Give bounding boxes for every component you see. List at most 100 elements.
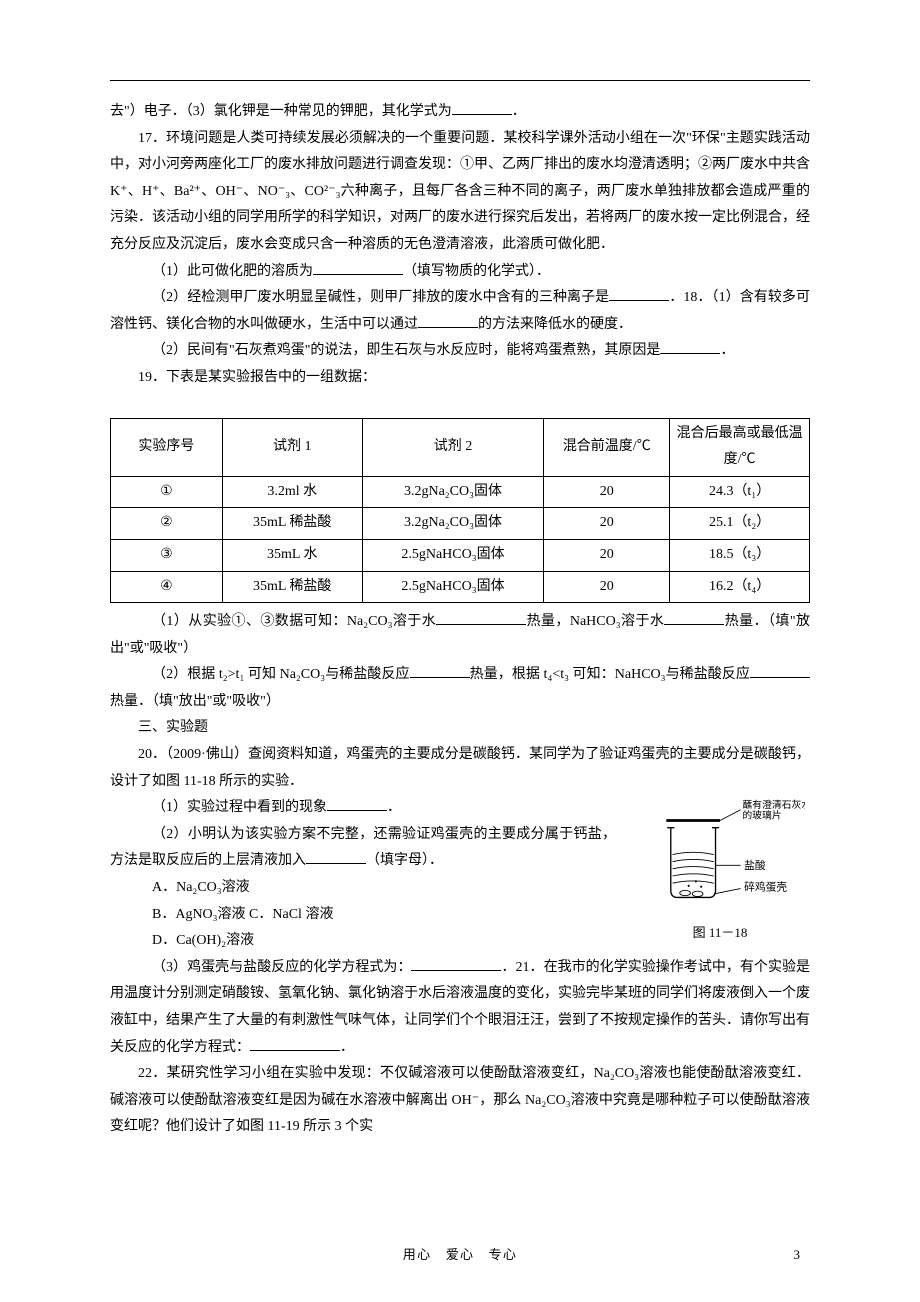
table-cell: 25.1（t₂） xyxy=(670,508,810,540)
liquid-line-2 xyxy=(673,860,714,862)
para-20-3: （3）鸡蛋壳与盐酸反应的化学方程式为：．21．在我市的化学实验操作考试中，有个实… xyxy=(110,955,810,1061)
label-glass-1: 蘸有澄清石灰水 xyxy=(742,799,805,811)
table-cell: 20 xyxy=(544,539,670,571)
blank xyxy=(750,663,810,678)
liquid-line-1 xyxy=(673,853,714,855)
blank xyxy=(250,1036,340,1051)
blank xyxy=(436,610,526,625)
para-20: 20．（2009·佛山）查阅资料知道，鸡蛋壳的主要成分是碳酸钙．某同学为了验证鸡… xyxy=(110,742,810,795)
para-16-cont: 去"）电子．（3）氯化钾是一种常见的钾肥，其化学式为． xyxy=(110,99,810,126)
text: （填写物质的化学式）． xyxy=(403,264,550,279)
text: 三、实验题 xyxy=(138,720,208,735)
text: 热量，NaHCO₃溶于水 xyxy=(526,614,664,629)
table-cell: ① xyxy=(111,476,223,508)
table-cell: 20 xyxy=(544,571,670,603)
para-19-2: （2）根据 t₂>t₁ 可知 Na₂CO₃与稀盐酸反应 热量，根据 t₄<t₃ 可… xyxy=(110,662,810,715)
blank xyxy=(664,610,724,625)
text: （2）根据 t₂>t₁ 可知 Na₂CO₃与稀盐酸反应 xyxy=(152,667,410,682)
label-glass-2: 的玻璃片 xyxy=(742,809,781,822)
text: 热量，根据 t₄<t₃ 可知：NaHCO₃与稀盐酸反应 xyxy=(470,667,750,682)
bubble xyxy=(688,885,690,887)
text: A．Na₂CO₃溶液 xyxy=(152,880,250,895)
text: （1）实验过程中看到的现象 xyxy=(152,800,327,815)
text: 17．环境问题是人类可持续发展必须解决的一个重要问题．某校科学课外活动小组在一次… xyxy=(110,131,810,252)
para-17-2: （2）经检测甲厂废水明显呈碱性，则甲厂排放的废水中含有的三种离子是．18．（1）… xyxy=(110,285,810,338)
header-rule xyxy=(110,80,810,81)
table-cell: 35mL 水 xyxy=(222,539,362,571)
text: 19．下表是某实验报告中的一组数据： xyxy=(138,370,376,385)
text: （2）经检测甲厂废水明显呈碱性，则甲厂排放的废水中含有的三种离子是 xyxy=(152,290,609,305)
text: 热量．（填"放出"或"吸收"） xyxy=(110,694,280,709)
table-body: ①3.2ml 水3.2gNa₂CO₃固体2024.3（t₁）②35mL 稀盐酸3… xyxy=(111,476,810,602)
table-cell: 3.2gNa₂CO₃固体 xyxy=(362,476,544,508)
table-row: ②35mL 稀盐酸3.2gNa₂CO₃固体2025.1（t₂） xyxy=(111,508,810,540)
table-cell: 20 xyxy=(544,476,670,508)
blank xyxy=(660,339,720,354)
leader-line xyxy=(714,889,741,894)
text: B．AgNO₃溶液 C．NaCl 溶液 xyxy=(152,907,333,922)
table-row: ③35mL 水2.5gNaHCO₃固体2018.5（t₃） xyxy=(111,539,810,571)
text: 20．（2009·佛山）查阅资料知道，鸡蛋壳的主要成分是碳酸钙．某同学为了验证鸡… xyxy=(110,747,810,789)
section-3-heading: 三、实验题 xyxy=(110,715,810,742)
blank xyxy=(410,663,470,678)
text: 的方法来降低水的硬度． xyxy=(478,317,632,332)
figure-11-18: 蘸有澄清石灰水 的玻璃片 盐酸 碎鸡蛋壳 图 11－18 xyxy=(630,799,810,941)
para-19-1: （1）从实验①、③数据可知：Na₂CO₃溶于水热量，NaHCO₃溶于水热量．（填… xyxy=(110,609,810,662)
liquid-line-5 xyxy=(673,881,714,883)
th: 试剂 2 xyxy=(362,418,544,476)
table-row: ④35mL 稀盐酸2.5gNaHCO₃固体2016.2（t₄） xyxy=(111,571,810,603)
table-cell: ③ xyxy=(111,539,223,571)
table-cell: 2.5gNaHCO₃固体 xyxy=(362,539,544,571)
liquid-line-4 xyxy=(673,874,714,876)
page: 去"）电子．（3）氯化钾是一种常见的钾肥，其化学式为． 17．环境问题是人类可持… xyxy=(0,0,920,1302)
text: （填字母）． xyxy=(366,853,443,868)
shell-1 xyxy=(680,891,691,896)
text: （1）此可做化肥的溶质为 xyxy=(152,264,313,279)
table-cell: 35mL 稀盐酸 xyxy=(222,571,362,603)
blank xyxy=(609,286,669,301)
beaker-diagram: 蘸有澄清石灰水 的玻璃片 盐酸 碎鸡蛋壳 xyxy=(635,799,805,919)
text: ． xyxy=(387,800,401,815)
para-22: 22．某研究性学习小组在实验中发现：不仅碱溶液可以使酚酞溶液变红，Na₂CO₃溶… xyxy=(110,1061,810,1141)
text: （1）从实验①、③数据可知：Na₂CO₃溶于水 xyxy=(152,614,436,629)
table-row: ①3.2ml 水3.2gNa₂CO₃固体2024.3（t₁） xyxy=(111,476,810,508)
text: 22．某研究性学习小组在实验中发现：不仅碱溶液可以使酚酞溶液变红，Na₂CO₃溶… xyxy=(110,1066,810,1134)
table-cell: 3.2ml 水 xyxy=(222,476,362,508)
experiment-table: 实验序号 试剂 1 试剂 2 混合前温度/℃ 混合后最高或最低温度/℃ ①3.2… xyxy=(110,418,810,604)
th: 实验序号 xyxy=(111,418,223,476)
label-shell: 碎鸡蛋壳 xyxy=(744,881,787,894)
table-cell: 20 xyxy=(544,508,670,540)
bubble xyxy=(695,881,697,883)
text: ． xyxy=(512,104,526,119)
para-17-1: （1）此可做化肥的溶质为 （填写物质的化学式）． xyxy=(110,259,810,286)
table-cell: 18.5（t₃） xyxy=(670,539,810,571)
beaker-outline xyxy=(671,828,716,898)
th: 混合前温度/℃ xyxy=(544,418,670,476)
blank xyxy=(313,260,403,275)
leader-line xyxy=(720,810,741,821)
label-acid: 盐酸 xyxy=(744,859,766,872)
table-cell: 3.2gNa₂CO₃固体 xyxy=(362,508,544,540)
th: 混合后最高或最低温度/℃ xyxy=(670,418,810,476)
blank xyxy=(306,849,366,864)
shell-2 xyxy=(692,891,703,896)
table-header-row: 实验序号 试剂 1 试剂 2 混合前温度/℃ 混合后最高或最低温度/℃ xyxy=(111,418,810,476)
table-cell: 2.5gNaHCO₃固体 xyxy=(362,571,544,603)
blank xyxy=(418,313,478,328)
text: D．Ca(OH)₂溶液 xyxy=(152,933,254,948)
blank xyxy=(411,956,501,971)
table-cell: 16.2（t₄） xyxy=(670,571,810,603)
text: （2）民间有"石灰煮鸡蛋"的说法，即生石灰与水反应时，能将鸡蛋煮熟，其原因是 xyxy=(152,343,660,358)
blank xyxy=(327,796,387,811)
page-number: 3 xyxy=(794,1243,801,1268)
figure-caption: 图 11－18 xyxy=(630,925,810,941)
liquid-line-3 xyxy=(673,867,714,869)
bubble xyxy=(700,886,702,888)
para-18-2: （2）民间有"石灰煮鸡蛋"的说法，即生石灰与水反应时，能将鸡蛋煮熟，其原因是 ． xyxy=(110,338,810,365)
table-cell: 35mL 稀盐酸 xyxy=(222,508,362,540)
para-19: 19．下表是某实验报告中的一组数据： xyxy=(110,365,810,392)
blank xyxy=(452,100,512,115)
text: ． xyxy=(720,343,734,358)
th: 试剂 1 xyxy=(222,418,362,476)
footer-text: 用心 爱心 专心 xyxy=(0,1243,920,1268)
